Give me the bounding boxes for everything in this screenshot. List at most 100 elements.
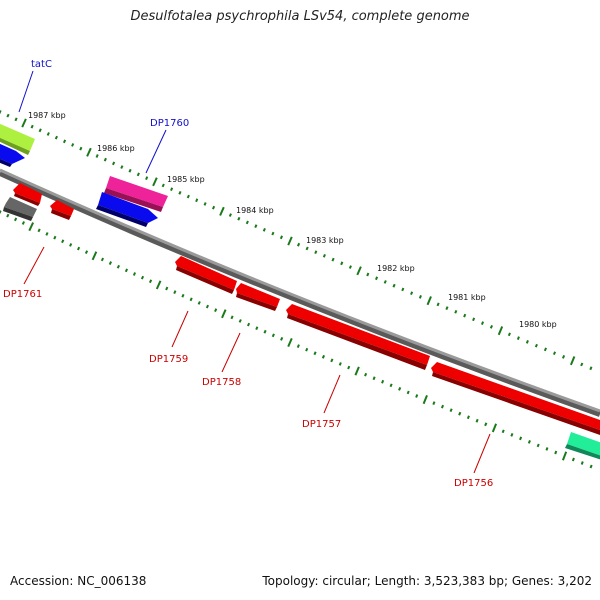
scale-minor-tick [0, 110, 2, 114]
map-title: Desulfotalea psychrophila LSv54, complet… [130, 9, 470, 24]
genome-backbone-shadow [0, 170, 600, 417]
leader-line [221, 332, 241, 373]
gene-arrow-DP1757[interactable] [286, 304, 430, 370]
scale-minor-tick [484, 422, 488, 427]
scale-minor-tick [374, 276, 379, 281]
gene-label-DP1761[interactable]: DP1761 [3, 289, 42, 300]
scale-major-tick [354, 366, 360, 376]
scale-minor-tick [45, 232, 49, 236]
scale-minor-tick [76, 246, 81, 251]
scale-minor-tick [552, 351, 557, 355]
gene-label-DP1760[interactable]: DP1760 [150, 118, 189, 129]
scale-minor-tick [415, 394, 419, 398]
scale-minor-tick [383, 280, 387, 284]
scale-minor-tick [536, 443, 540, 448]
scale-minor-tick [440, 404, 445, 409]
scale-minor-tick [389, 383, 393, 388]
scale-minor-tick [0, 210, 2, 214]
scale-minor-tick [237, 216, 241, 221]
scale-minor-tick [95, 154, 99, 158]
scale-minor-tick [173, 290, 177, 294]
gene-arrow-blue-left[interactable] [0, 143, 25, 167]
scale-minor-tick [170, 187, 174, 191]
gene-arrow-DP1758[interactable] [236, 283, 280, 311]
scale-major-tick [422, 395, 428, 405]
scale-minor-tick [475, 418, 479, 423]
gene-arrow-DP1761-a[interactable] [13, 183, 42, 206]
scale-minor-tick [71, 143, 75, 147]
scale-minor-tick [128, 168, 132, 173]
scale-major-tick [561, 451, 568, 461]
scale-minor-tick [525, 340, 529, 344]
scale-major-tick [497, 326, 504, 336]
scale-minor-tick [69, 243, 73, 247]
gene-arrow-DP1760-blue[interactable] [96, 192, 158, 227]
scale-minor-tick [132, 272, 137, 276]
scale-minor-tick [14, 117, 18, 122]
scale-major-tick [91, 251, 98, 261]
genome-backbone [0, 168, 600, 413]
scale-minor-tick [296, 242, 301, 247]
scale-minor-tick [410, 291, 414, 295]
scale-minor-tick [296, 344, 300, 348]
scale-minor-tick [108, 261, 113, 266]
scale-minor-tick [124, 268, 129, 273]
scale-minor-tick [30, 124, 34, 129]
scale-minor-tick [136, 172, 140, 177]
scale-minor-tick [245, 220, 249, 225]
scale-minor-tick [62, 139, 67, 144]
scale-major-tick [221, 309, 227, 319]
gene-arrow-DP1760-pink[interactable] [104, 176, 168, 212]
gene-arrow-DP1759[interactable] [175, 256, 237, 294]
scale-minor-tick [331, 257, 335, 262]
gene-label-DP1759[interactable]: DP1759 [149, 354, 188, 365]
scale-minor-tick [314, 250, 318, 254]
scale-minor-tick [472, 317, 476, 322]
gene-arrow-DP1761-b[interactable] [50, 200, 74, 220]
scale-minor-tick [366, 272, 370, 277]
scale-minor-tick [21, 221, 26, 225]
scale-minor-tick [330, 358, 334, 363]
kbp-label: 1987 kbp [28, 111, 66, 120]
gene-arrow-gray[interactable] [3, 197, 37, 221]
scale-minor-tick [432, 401, 436, 405]
scale-major-tick [152, 177, 158, 187]
gene-label-DP1758[interactable]: DP1758 [202, 377, 241, 388]
scale-minor-tick [161, 183, 165, 188]
scale-minor-tick [340, 261, 344, 266]
scale-minor-tick [571, 457, 575, 462]
scale-minor-tick [501, 429, 505, 434]
scale-minor-tick [271, 333, 275, 338]
scale-minor-tick [589, 366, 593, 371]
scale-minor-tick [246, 322, 251, 327]
scale-minor-tick [120, 165, 124, 169]
scale-minor-tick [580, 362, 584, 367]
scale-minor-tick [458, 411, 462, 416]
scale-minor-tick [54, 135, 59, 140]
scale-minor-tick [203, 202, 207, 206]
gene-label-tatC[interactable]: tatC [31, 59, 52, 70]
scale-major-tick [356, 266, 362, 276]
gene-arrow-tatC[interactable] [0, 123, 35, 155]
gene-arrow-teal-right[interactable] [565, 432, 600, 460]
scale-minor-tick [195, 198, 199, 203]
scale-minor-tick [507, 332, 511, 337]
scale-minor-tick [534, 343, 538, 348]
gene-label-DP1757[interactable]: DP1757 [302, 419, 341, 430]
scale-minor-tick [38, 128, 42, 133]
scale-minor-tick [165, 286, 169, 291]
scale-minor-tick [392, 283, 396, 288]
inner-scale [0, 210, 593, 469]
scale-minor-tick [230, 315, 234, 320]
scale-minor-tick [263, 329, 267, 334]
scale-minor-tick [280, 337, 284, 341]
scale-major-tick [287, 337, 293, 348]
gene-label-DP1756[interactable]: DP1756 [454, 478, 493, 489]
scale-minor-tick [111, 161, 116, 166]
scale-minor-tick [480, 321, 485, 325]
scale-minor-tick [527, 440, 531, 444]
scale-minor-tick [454, 310, 458, 314]
topology-text: Topology: circular; Length: 3,523,383 bp… [262, 574, 592, 588]
gene-arrow-DP1756[interactable] [431, 362, 600, 435]
